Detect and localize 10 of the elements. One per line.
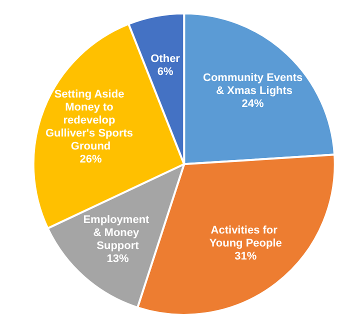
slice-label: Other [150, 53, 181, 66]
data-label: 26% [80, 154, 102, 166]
data-label: 31% [234, 250, 257, 262]
slice-label: Activities for Young People [209, 224, 282, 250]
data-label: 24% [242, 98, 264, 110]
data-label: 13% [106, 252, 129, 265]
slice-label: Setting Aside Money to redevelop Gulliver's Sports Ground [45, 88, 136, 153]
slice-label: Employment & Money Support [83, 214, 152, 252]
slice-label: Community Events & Xmas Lights [203, 72, 303, 97]
data-label: 6% [157, 66, 174, 78]
